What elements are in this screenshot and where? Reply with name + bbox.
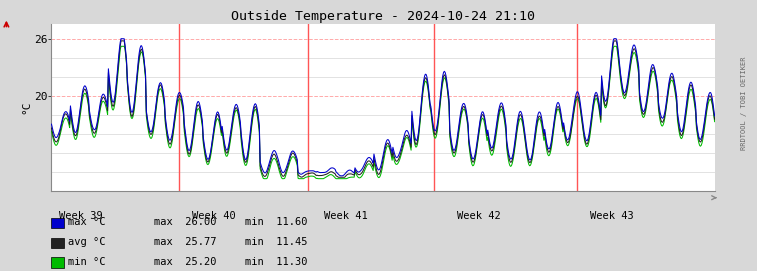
Text: min  11.45: min 11.45 (245, 237, 307, 247)
Text: Week 43: Week 43 (590, 211, 634, 221)
Text: max  25.77: max 25.77 (154, 237, 217, 247)
Text: min °C: min °C (68, 257, 106, 267)
Text: Week 39: Week 39 (59, 211, 103, 221)
Text: max  25.20: max 25.20 (154, 257, 217, 267)
Title: Outside Temperature - 2024-10-24 21:10: Outside Temperature - 2024-10-24 21:10 (231, 10, 535, 23)
Text: min  11.30: min 11.30 (245, 257, 307, 267)
Text: Week 42: Week 42 (457, 211, 500, 221)
Text: max  26.00: max 26.00 (154, 217, 217, 227)
Text: min  11.60: min 11.60 (245, 217, 307, 227)
Text: Week 40: Week 40 (192, 211, 235, 221)
Text: RRDTOOL / TOBI OETIKER: RRDTOOL / TOBI OETIKER (741, 56, 747, 150)
Text: avg °C: avg °C (68, 237, 106, 247)
Y-axis label: °C: °C (21, 101, 31, 114)
Text: max °C: max °C (68, 217, 106, 227)
Text: Week 41: Week 41 (324, 211, 368, 221)
